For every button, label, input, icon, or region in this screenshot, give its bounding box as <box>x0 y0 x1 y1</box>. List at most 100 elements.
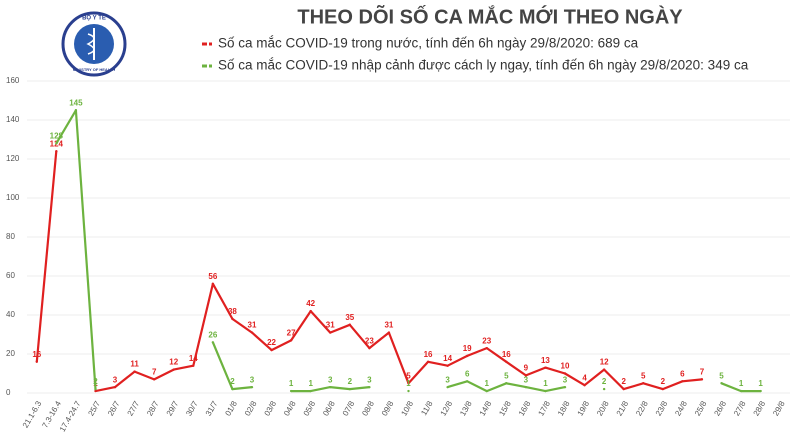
value-label: 13 <box>541 356 550 365</box>
point <box>602 387 606 391</box>
x-tick-label: 30/7 <box>184 399 200 417</box>
point <box>739 389 743 393</box>
x-tick-label: 20/8 <box>595 399 611 417</box>
value-label: 14 <box>443 354 452 363</box>
point <box>55 142 58 145</box>
value-label: 2 <box>93 377 98 386</box>
x-tick-label: 14/8 <box>478 399 494 417</box>
value-label: 10 <box>561 362 570 371</box>
x-tick-label: 16/8 <box>517 399 533 417</box>
y-tick-label: 20 <box>6 349 15 358</box>
x-tick-label: 06/8 <box>321 399 337 417</box>
value-label: 1 <box>543 379 548 388</box>
value-label: 3 <box>445 375 450 384</box>
y-tick-label: 40 <box>6 310 15 319</box>
point <box>348 387 352 391</box>
point <box>211 341 215 344</box>
value-label: 27 <box>287 328 296 337</box>
x-tick-label: 25/8 <box>693 399 709 417</box>
y-tick-label: 140 <box>6 115 20 124</box>
point <box>661 387 665 391</box>
point <box>505 360 508 363</box>
y-tick-label: 80 <box>6 232 15 241</box>
value-label: 11 <box>130 360 139 369</box>
logo: BỘ Y TẾ MINISTRY OF HEALTH <box>61 11 127 77</box>
x-tick-label: 22/8 <box>634 399 650 417</box>
value-label: 1 <box>758 379 763 388</box>
point <box>524 385 528 389</box>
point <box>544 366 547 369</box>
point <box>133 370 136 373</box>
value-label: 7 <box>700 367 705 376</box>
legend-label: Số ca mắc COVID-19 trong nước, tính đến … <box>218 36 639 51</box>
point <box>329 385 332 389</box>
point <box>465 354 469 358</box>
point <box>563 385 567 389</box>
x-tick-label: 29/7 <box>165 399 181 417</box>
point <box>485 346 488 350</box>
x-tick-label: 27/8 <box>732 399 748 417</box>
value-label: 38 <box>228 307 237 316</box>
x-tick-label: 28/7 <box>145 399 161 417</box>
point <box>700 378 704 381</box>
point <box>759 389 762 393</box>
y-tick-label: 100 <box>6 193 20 202</box>
value-label: 3 <box>328 375 333 384</box>
series-line <box>35 151 703 393</box>
point <box>505 382 508 385</box>
x-tick-label: 31/7 <box>204 399 220 417</box>
value-label: 2 <box>602 377 607 386</box>
value-label: 5 <box>719 371 724 380</box>
value-label: 1 <box>485 379 490 388</box>
point <box>55 150 58 153</box>
x-tick-label: 05/8 <box>302 399 318 417</box>
point <box>465 380 469 383</box>
value-label: 1 <box>308 379 313 388</box>
point <box>720 382 723 385</box>
y-tick-label: 60 <box>6 271 15 280</box>
value-label: 6 <box>680 369 685 378</box>
x-tick-label: 25/7 <box>86 399 102 417</box>
y-tick-label: 160 <box>6 76 20 85</box>
point <box>387 331 391 334</box>
x-tick-label: 07/8 <box>341 399 357 417</box>
value-label: 4 <box>582 373 587 382</box>
x-tick-label: 04/8 <box>282 399 298 417</box>
value-label: 42 <box>306 299 315 308</box>
value-label: 12 <box>600 358 609 367</box>
value-label: 2 <box>348 377 353 386</box>
value-label: 2 <box>661 377 666 386</box>
point <box>289 339 293 342</box>
point <box>563 372 567 375</box>
logo-subtitle: MINISTRY OF HEALTH <box>73 67 116 72</box>
x-tick-label: 11/8 <box>419 399 435 417</box>
point <box>270 348 273 352</box>
point <box>681 380 684 383</box>
point <box>152 378 156 381</box>
point <box>426 360 430 363</box>
value-label: 3 <box>250 375 255 384</box>
chart-title: THEO DÕI SỐ CA MẮC MỚI THEO NGÀY <box>297 4 683 28</box>
x-tick-label: 29/8 <box>771 399 787 417</box>
x-tick-label: 19/8 <box>576 399 592 417</box>
logo-snake <box>86 33 95 55</box>
point <box>485 389 488 393</box>
point <box>622 387 625 391</box>
value-label: 3 <box>563 375 568 384</box>
point <box>113 385 117 389</box>
point <box>250 385 254 389</box>
point <box>309 309 312 313</box>
x-tick-label: 26/8 <box>713 399 729 417</box>
value-label: 23 <box>365 336 374 345</box>
point <box>172 368 175 371</box>
x-tick-label: 23/8 <box>654 399 670 417</box>
value-label: 7 <box>152 367 157 376</box>
x-tick-label: 13/8 <box>458 399 474 417</box>
x-tick-label: 08/8 <box>360 399 376 417</box>
point <box>231 387 234 391</box>
value-label: 145 <box>69 98 83 107</box>
value-label: 5 <box>406 371 411 380</box>
x-tick-label: 12/8 <box>439 399 455 417</box>
point <box>583 384 586 387</box>
